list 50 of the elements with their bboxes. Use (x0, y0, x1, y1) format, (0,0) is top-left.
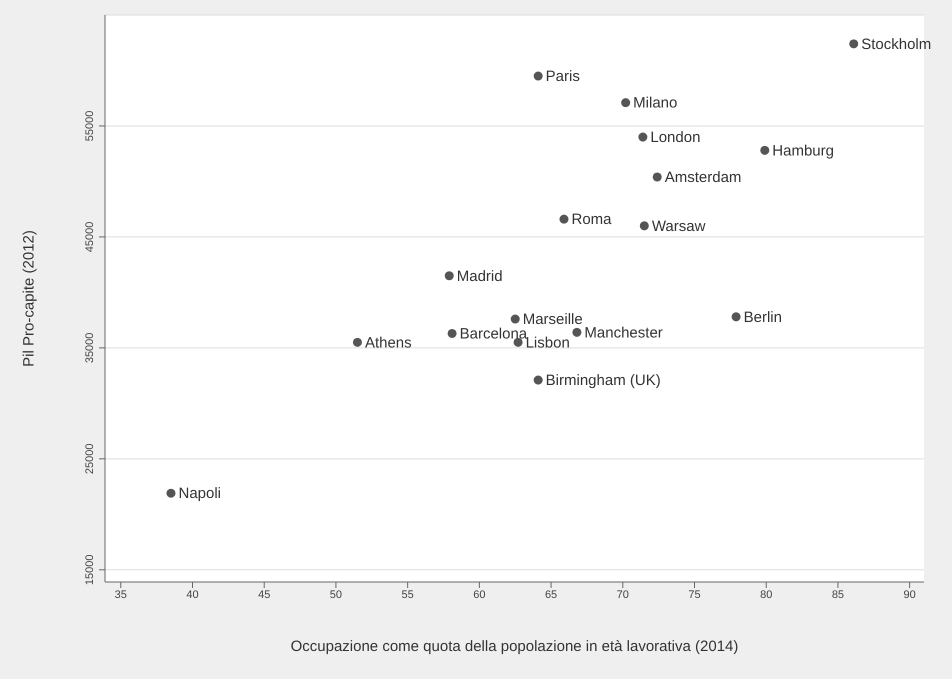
point (448, 328, 457, 338)
x-tick-label: 50 (330, 588, 342, 601)
series-label: Amsterdam (664, 169, 742, 186)
point (352, 338, 362, 347)
point (760, 146, 770, 155)
point (621, 98, 630, 108)
point (510, 314, 520, 324)
series-label: Hamburg (772, 142, 834, 160)
x-tick-label: 45 (258, 588, 270, 601)
y-tick-label: 55000 (84, 110, 96, 142)
x-tick-label: 60 (473, 588, 486, 601)
point (559, 214, 568, 224)
x-tick-label: 80 (760, 588, 772, 601)
series-label: Berlin (744, 308, 782, 326)
point (732, 312, 741, 322)
point (652, 172, 662, 182)
point (572, 328, 582, 337)
x-tick-label: 85 (832, 588, 844, 601)
x-tick-label: 55 (402, 588, 414, 601)
point (534, 376, 543, 385)
series-label: Milano (633, 94, 678, 112)
point (640, 221, 649, 230)
x-tick-label: 65 (544, 588, 558, 601)
series-label: Manchester (584, 324, 663, 342)
series-label: Lisbon (526, 334, 570, 352)
x-tick-label: 90 (904, 588, 916, 601)
point (444, 271, 454, 280)
series-label: Stockholm (861, 36, 932, 53)
point (849, 39, 858, 48)
series-label: Paris (546, 68, 580, 86)
series-label: Birmingham (UK) (546, 372, 661, 390)
series-label: London (650, 129, 700, 146)
series-label: Warsaw (652, 218, 706, 235)
series-label: Athens (364, 334, 412, 352)
y-tick-label: 15000 (84, 554, 96, 586)
point (534, 72, 543, 81)
y-tick-label: 45000 (84, 222, 96, 252)
point (638, 132, 648, 142)
series-label: Madrid (456, 268, 503, 285)
y-tick-label: 35000 (84, 332, 96, 364)
x-tick-label: 40 (186, 588, 199, 601)
series-label: Napoli (178, 485, 222, 502)
y-axis-title: Pil Pro-capite (2012) (20, 230, 38, 367)
point (166, 488, 176, 498)
x-axis-title: Occupazione come quota della popolazione in età lavorativa (2014) (290, 638, 738, 655)
x-tick-label: 70 (616, 588, 629, 601)
x-tick-label: 75 (688, 588, 701, 601)
series-label: Roma (572, 211, 612, 228)
x-tick-label: 35 (114, 588, 127, 601)
y-tick-label: 25000 (84, 444, 96, 474)
